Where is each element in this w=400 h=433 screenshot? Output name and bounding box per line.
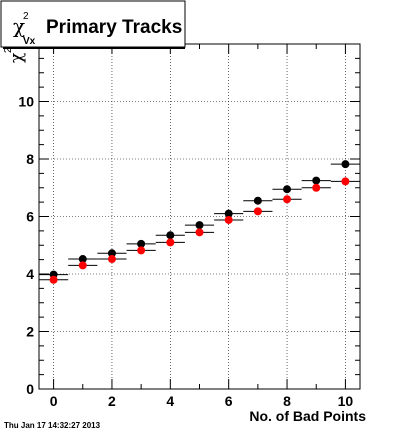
data-point [341, 160, 350, 169]
title-superscript: 2 [23, 11, 29, 22]
x-axis-title: No. of Bad Points [249, 408, 366, 424]
data-point [166, 231, 175, 240]
data-point [283, 195, 292, 204]
data-point [283, 185, 292, 194]
data-point [224, 215, 233, 224]
data-point [195, 221, 204, 230]
data-point [49, 275, 58, 284]
data-point [253, 207, 262, 216]
y-tick-label: 2 [26, 324, 34, 340]
title-subscript: Vx [23, 36, 36, 47]
data-point [107, 249, 116, 258]
data-point [78, 255, 87, 264]
y-axis-title: χ 2 [3, 47, 27, 63]
series-1 [39, 177, 360, 284]
y-tick-label: 6 [26, 209, 34, 225]
y-axis-chi-symbol: χ [7, 53, 27, 63]
y-tick-label: 0 [26, 381, 34, 397]
chart-title: Primary Tracks [46, 17, 182, 38]
data-point [107, 255, 116, 264]
y-tick-label: 4 [26, 266, 34, 282]
data-point [253, 196, 262, 205]
data-point [341, 177, 350, 186]
x-tick-label: 6 [225, 393, 233, 409]
data-point [166, 238, 175, 247]
data-point [312, 176, 321, 185]
series-0 [39, 160, 360, 279]
data-point [137, 246, 146, 255]
y-axis-superscript: 2 [3, 47, 14, 53]
title-chi-symbol: χ [13, 14, 25, 38]
x-tick-label: 8 [283, 393, 291, 409]
y-tick-label: 8 [26, 151, 34, 167]
y-tick-label: 10 [18, 94, 34, 110]
data-point [78, 261, 87, 270]
title-shadow [3, 47, 185, 49]
axis-ticks: 0 2 4 6 8 10 0 2 4 6 8 10 [18, 44, 360, 409]
data-point [137, 239, 146, 248]
data-point [195, 228, 204, 237]
x-tick-label: 4 [166, 393, 174, 409]
x-tick-label: 10 [338, 393, 354, 409]
data-point [312, 183, 321, 192]
timestamp-footer: Thu Jan 17 14:32:27 2013 [4, 421, 101, 430]
x-tick-label: 2 [108, 393, 116, 409]
data-point [224, 209, 233, 218]
x-tick-label: 0 [50, 393, 58, 409]
data-series [39, 160, 360, 284]
title-box: χ 2 Vx Primary Tracks [0, 0, 186, 49]
